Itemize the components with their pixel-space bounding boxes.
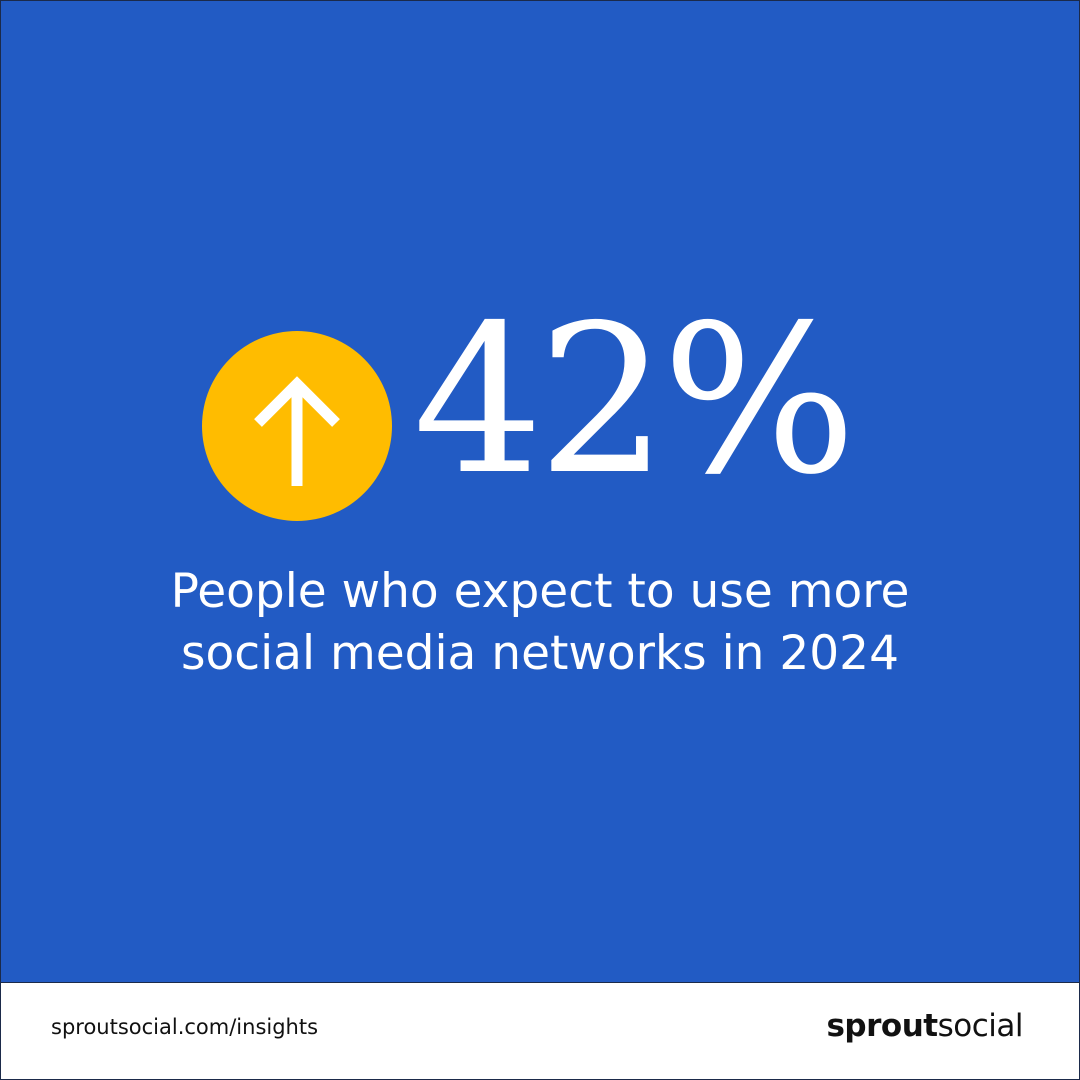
stat-description: People who expect to use more social med…	[1, 561, 1079, 685]
description-line: social media networks in 2024	[181, 626, 899, 681]
brand-bold: sprout	[826, 1008, 938, 1044]
stat-panel: 42% People who expect to use more social…	[1, 1, 1079, 983]
brand-regular: social	[937, 1008, 1024, 1044]
description-line: People who expect to use more	[170, 564, 910, 619]
footer-url[interactable]: sproutsocial.com/insights	[51, 1015, 319, 1039]
up-arrow-badge	[202, 331, 392, 521]
brand-logo: sproutsocial	[826, 1008, 1023, 1044]
stat-value: 42%	[413, 282, 857, 520]
